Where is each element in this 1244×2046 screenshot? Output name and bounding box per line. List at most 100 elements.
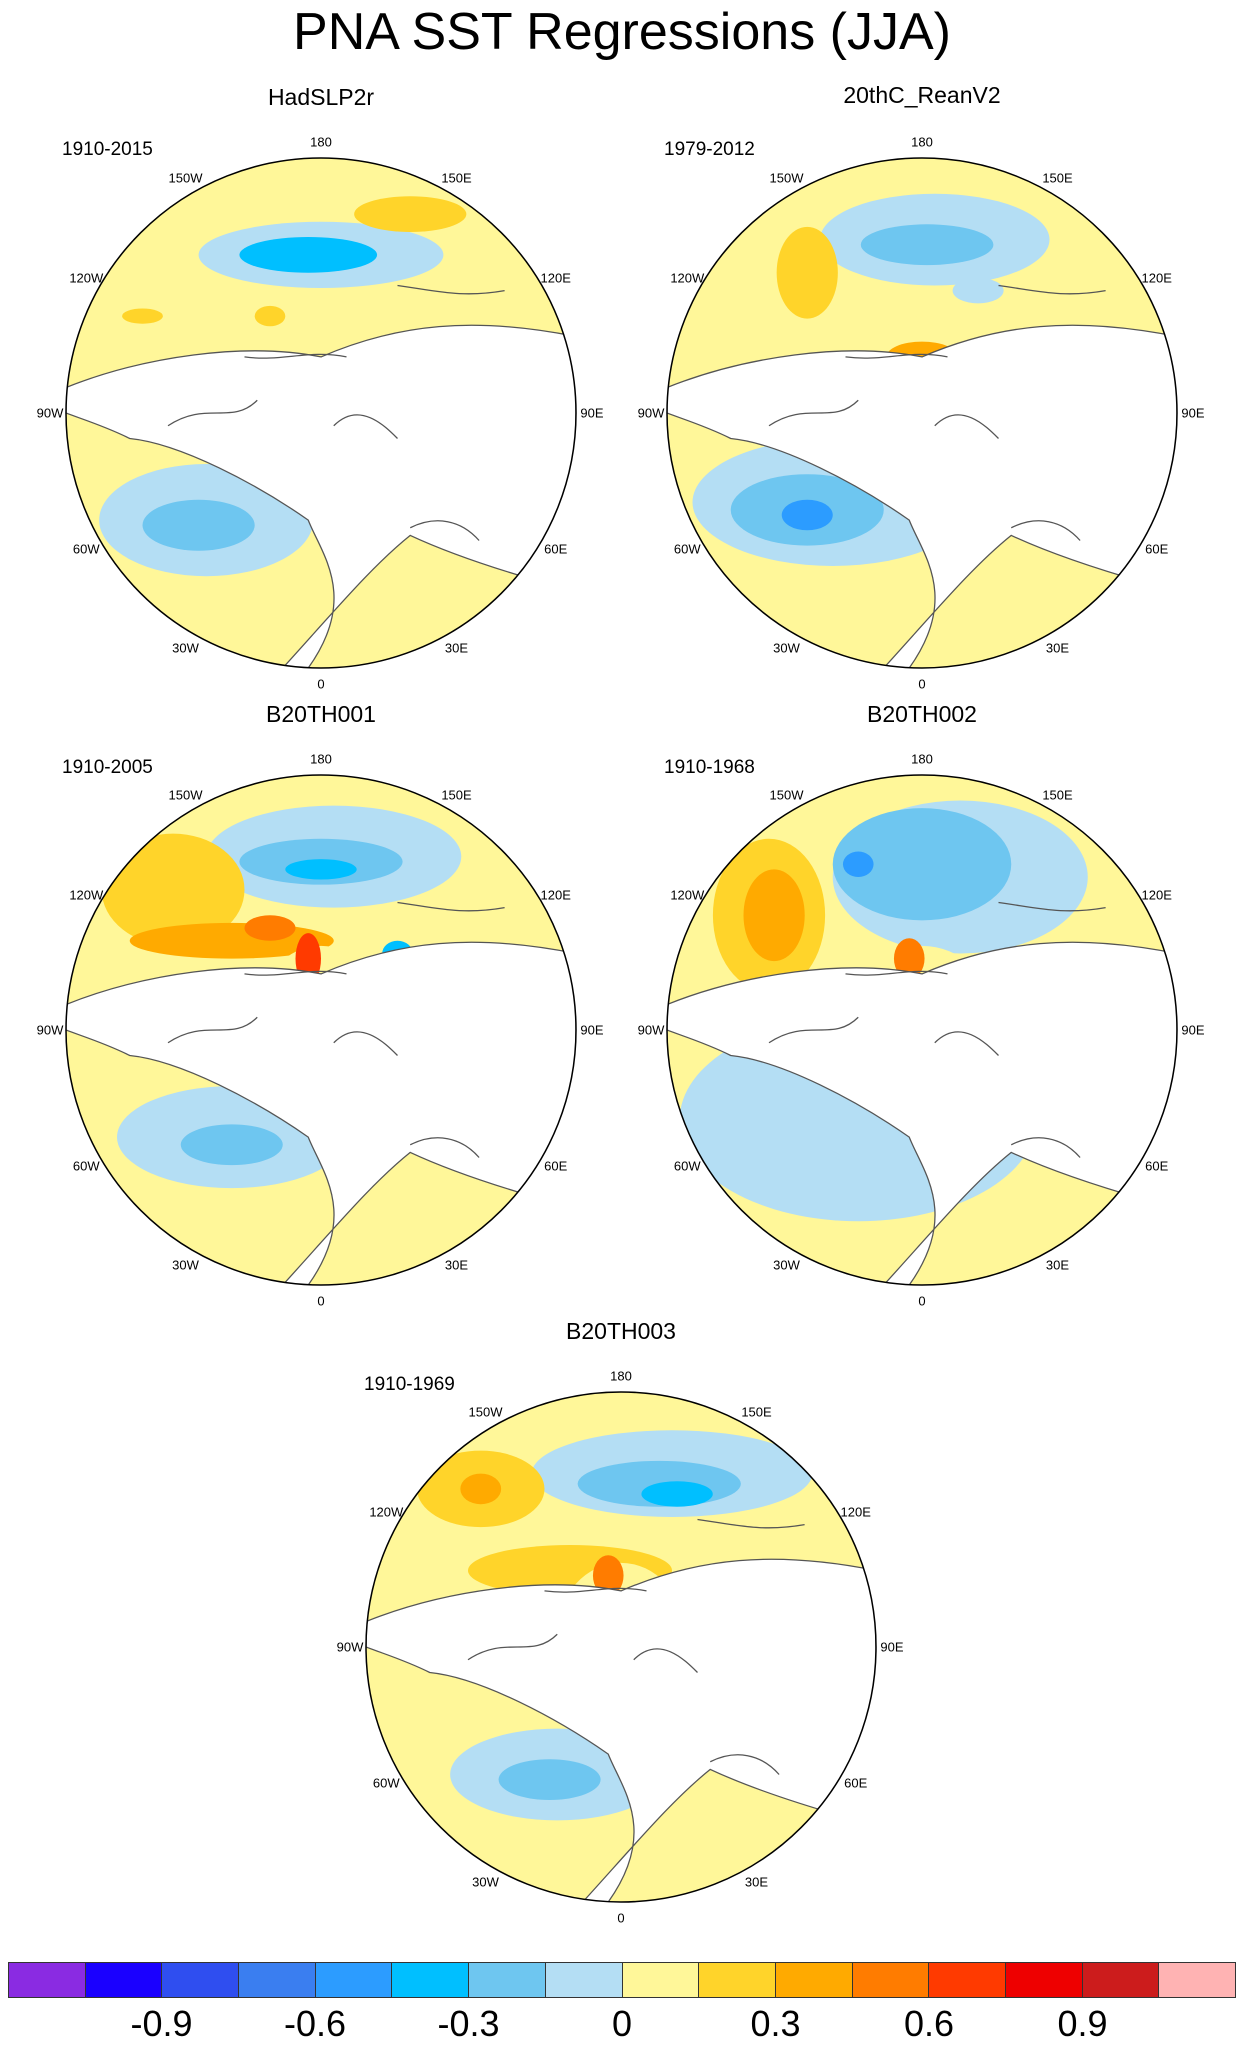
longitude-label: 120W <box>670 887 705 902</box>
longitude-label: 120W <box>69 887 104 902</box>
coastline <box>697 1518 805 1529</box>
longitude-label: 0 <box>617 1910 625 1926</box>
longitude-label: 60W <box>72 1158 100 1173</box>
polar-map <box>65 157 577 669</box>
colorbar-swatch <box>469 1963 546 1997</box>
land-mask <box>66 324 576 668</box>
longitude-label: 30E <box>444 1257 469 1273</box>
longitude-label: 150W <box>468 1404 503 1420</box>
coastline <box>768 399 859 427</box>
longitude-label: 180 <box>610 1368 632 1384</box>
sst-anomaly-region <box>842 851 874 877</box>
longitude-label: 90E <box>580 405 604 421</box>
longitude-label: 90W <box>36 405 64 421</box>
longitude-label: 150W <box>769 170 804 186</box>
longitude-label: 120E <box>840 1504 871 1519</box>
period-label: 1910-2015 <box>62 139 153 160</box>
longitude-label: 150W <box>168 787 203 803</box>
sst-anomaly-region <box>122 308 163 324</box>
sst-anomaly-region <box>460 1473 502 1505</box>
longitude-label: 30E <box>1045 640 1070 656</box>
longitude-label: 30E <box>1045 1257 1070 1273</box>
panel-title: 20thC_ReanV2 <box>843 82 1001 108</box>
coastline <box>167 399 258 427</box>
period-label: 1910-2005 <box>62 757 153 778</box>
colorbar-swatch <box>929 1963 1006 1997</box>
longitude-label: 30W <box>472 1874 499 1890</box>
map-boundary <box>666 774 1178 1286</box>
colorbar-tick-label: 0.6 <box>903 2003 955 2044</box>
polar-map <box>666 774 1178 1286</box>
longitude-label: 150E <box>741 1404 772 1420</box>
colorbar-swatch <box>622 1963 700 1997</box>
coastline <box>397 284 505 295</box>
map-boundary <box>365 1391 877 1903</box>
period-label: 1910-1968 <box>664 757 755 778</box>
panel-title: B20TH003 <box>566 1318 676 1344</box>
sst-anomaly-region <box>254 305 286 327</box>
coastline <box>333 1031 398 1056</box>
longitude-label: 60W <box>673 541 701 556</box>
coastline <box>709 1754 780 1775</box>
colorbar-swatch <box>699 1963 776 1997</box>
longitude-label: 30W <box>773 1257 800 1273</box>
coastline <box>998 284 1106 295</box>
colorbar-tick-label: -0.6 <box>283 2003 347 2044</box>
sst-anomaly-region <box>354 196 467 232</box>
coastline <box>244 970 347 976</box>
polar-map <box>65 774 577 1286</box>
longitude-label: 90E <box>1181 1022 1205 1038</box>
coastline <box>1010 520 1081 541</box>
longitude-label: 150E <box>1042 170 1073 186</box>
longitude-label: 0 <box>317 1293 325 1309</box>
longitude-label: 30W <box>773 640 800 656</box>
sst-anomaly-region <box>743 869 805 962</box>
coastline <box>845 353 948 359</box>
land-mask <box>667 324 1177 668</box>
coastline <box>934 414 999 439</box>
colorbar-swatch <box>1159 1963 1235 1997</box>
longitude-label: 60E <box>1145 541 1169 556</box>
coastline <box>633 1648 698 1673</box>
period-label: 1910-1969 <box>364 1374 455 1395</box>
longitude-label: 150E <box>1042 787 1073 803</box>
sst-anomaly-region <box>952 277 1004 304</box>
sst-anomaly-region <box>776 226 838 319</box>
colorbar-tick-label: 0.9 <box>1057 2003 1108 2044</box>
colorbar-swatch <box>162 1963 240 1997</box>
period-label: 1979-2012 <box>664 139 755 160</box>
colorbar-swatch <box>545 1963 623 1997</box>
sst-anomaly-region <box>498 1759 601 1800</box>
colorbar-tick-label: -0.9 <box>130 2003 193 2044</box>
panel-title: B20TH002 <box>867 701 977 727</box>
sst-anomaly-region <box>641 1481 713 1507</box>
longitude-label: 150W <box>769 787 804 803</box>
longitude-label: 90W <box>637 405 665 421</box>
polar-map <box>365 1391 877 1903</box>
longitude-label: 60E <box>544 1158 568 1173</box>
colorbar <box>8 1962 1236 1998</box>
panel-title: B20TH001 <box>266 701 376 727</box>
longitude-label: 120E <box>1141 887 1172 902</box>
coastline <box>544 1587 647 1593</box>
coastline <box>244 353 347 359</box>
coastline <box>409 520 480 541</box>
longitude-label: 30W <box>172 1257 199 1273</box>
land-mask <box>667 941 1177 1285</box>
sst-anomaly-region <box>781 499 833 531</box>
coastline <box>167 1016 258 1044</box>
land-mask <box>66 941 576 1285</box>
longitude-label: 30E <box>744 1874 769 1890</box>
colorbar-swatch <box>1082 1963 1160 1997</box>
sst-anomaly-region <box>860 224 994 266</box>
longitude-label: 90E <box>1181 405 1205 421</box>
coastline <box>845 970 948 976</box>
coastline <box>934 1031 999 1056</box>
longitude-label: 120W <box>369 1504 404 1519</box>
sst-anomaly-region <box>101 833 245 946</box>
page-title: PNA SST Regressions (JJA) <box>293 3 951 61</box>
sst-anomaly-region <box>832 808 1012 921</box>
coastline <box>333 414 398 439</box>
colorbar-swatch <box>1005 1963 1083 1997</box>
longitude-label: 90W <box>637 1022 665 1038</box>
